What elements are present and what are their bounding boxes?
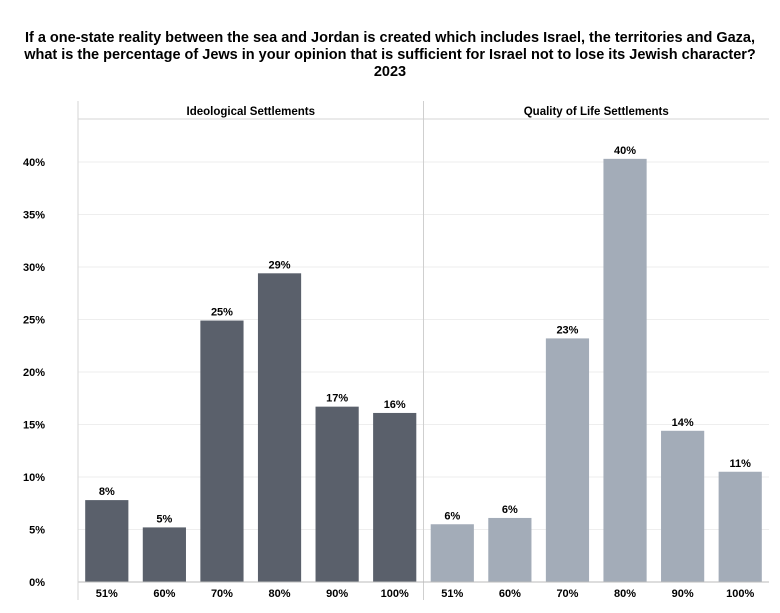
bar: [661, 430, 705, 582]
x-tick-label: 100%: [726, 588, 754, 600]
bar-data-label: 6%: [444, 510, 460, 522]
x-tick-label: 90%: [672, 588, 694, 600]
bar-data-label: 29%: [269, 259, 291, 271]
panel-header: Ideological Settlements: [187, 106, 315, 118]
y-tick-label: 5%: [29, 525, 45, 537]
y-tick-label: 40%: [23, 157, 45, 169]
y-tick-label: 15%: [23, 420, 45, 432]
bar-data-label: 8%: [99, 486, 115, 498]
x-tick-label: 80%: [269, 588, 291, 600]
bar-data-label: 17%: [326, 393, 348, 405]
y-tick-label: 0%: [29, 577, 45, 589]
y-tick-label: 10%: [23, 472, 45, 484]
bar-data-label: 14%: [672, 417, 694, 429]
x-tick-label: 70%: [211, 588, 233, 600]
bar-data-label: 25%: [211, 307, 233, 319]
x-tick-label: 80%: [614, 588, 636, 600]
x-tick-label: 100%: [381, 588, 409, 600]
x-tick-label: 60%: [499, 588, 521, 600]
y-tick-label: 30%: [23, 262, 45, 274]
chart-title-text: If a one-state reality between the sea a…: [24, 30, 756, 63]
bar-data-label: 40%: [614, 145, 636, 157]
bar: [603, 158, 647, 582]
bar: [142, 527, 186, 582]
y-tick-label: 25%: [23, 315, 45, 327]
y-tick-label: 20%: [23, 367, 45, 379]
bar-data-label: 11%: [729, 458, 751, 470]
bar: [200, 320, 244, 582]
bar: [430, 524, 474, 582]
bar: [315, 406, 359, 582]
chart-subtitle: 2023: [373, 64, 407, 80]
chart-title: If a one-state reality between the sea a…: [20, 30, 760, 81]
y-tick-label: 35%: [23, 210, 45, 222]
bar: [85, 500, 129, 582]
bar: [257, 273, 302, 582]
bar: [488, 517, 532, 582]
bar: [718, 471, 762, 582]
bar: [545, 338, 590, 582]
x-tick-label: 60%: [153, 588, 175, 600]
x-tick-label: 51%: [96, 588, 118, 600]
bar: [373, 412, 417, 582]
x-tick-label: 70%: [556, 588, 578, 600]
x-tick-label: 90%: [326, 588, 348, 600]
bar-data-label: 6%: [502, 504, 518, 516]
bar-data-label: 16%: [384, 399, 406, 411]
bar-data-label: 5%: [156, 513, 172, 525]
panel-header: Quality of Life Settlements: [524, 106, 669, 118]
x-tick-label: 51%: [441, 588, 463, 600]
bar-data-label: 23%: [556, 324, 578, 336]
